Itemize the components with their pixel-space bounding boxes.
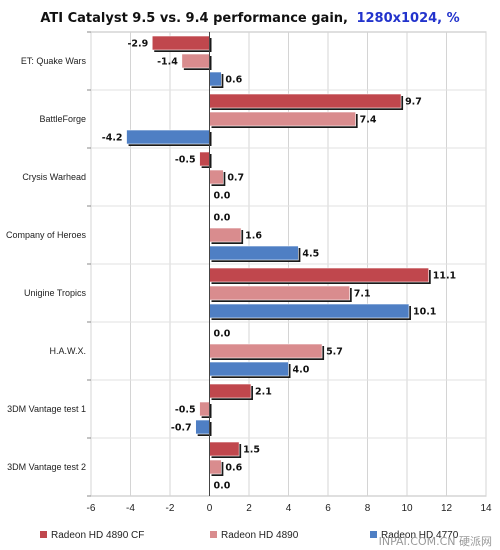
bar <box>209 93 402 109</box>
x-tick-label: 2 <box>246 503 252 514</box>
data-label: 9.7 <box>405 97 422 108</box>
legend: Radeon HD 4890 CF Radeon HD 4890 Radeon HD… <box>40 530 459 541</box>
chart-title-main: ATI Catalyst 9.5 vs. 9.4 performance gai… <box>40 11 348 26</box>
data-label: 1.6 <box>245 231 262 242</box>
data-label: 10.1 <box>413 307 436 318</box>
category-label: H.A.W.X. <box>49 346 86 356</box>
bar <box>195 419 210 435</box>
legend-label: Radeon HD 4890 <box>221 530 299 541</box>
legend-swatch <box>210 531 217 538</box>
legend-label: Radeon HD 4890 CF <box>51 530 144 541</box>
bar <box>209 361 289 377</box>
data-label: 0.7 <box>227 173 244 184</box>
bar <box>199 151 210 167</box>
bar <box>209 303 410 319</box>
legend-swatch <box>370 531 377 538</box>
chart-title-highlight: 1280x1024, % <box>356 11 459 26</box>
data-label: 0.0 <box>214 481 231 492</box>
data-label: 0.6 <box>225 463 242 474</box>
category-label: BattleForge <box>39 114 86 124</box>
legend-label: Radeon HD 4770 <box>381 530 459 541</box>
category-label: 3DM Vantage test 2 <box>7 462 86 472</box>
x-tick-label: -2 <box>166 503 175 514</box>
bar <box>209 285 351 301</box>
data-label: 0.0 <box>214 191 231 202</box>
bar <box>209 111 356 127</box>
bar <box>126 129 210 145</box>
x-tick-label: 4 <box>286 503 292 514</box>
x-tick-label: 6 <box>325 503 331 514</box>
x-tick-label: 14 <box>480 503 492 514</box>
data-label: -2.9 <box>127 39 148 50</box>
x-tick-label: 8 <box>365 503 371 514</box>
x-tick-label: 0 <box>207 503 213 514</box>
data-label: -0.7 <box>171 423 192 434</box>
bar <box>209 343 323 359</box>
bar <box>209 383 252 399</box>
data-label: 2.1 <box>255 387 272 398</box>
data-label: -4.2 <box>102 133 123 144</box>
data-label: -0.5 <box>175 155 196 166</box>
legend-swatch <box>40 531 47 538</box>
data-label: 4.0 <box>293 365 310 376</box>
bar <box>209 227 242 243</box>
category-label: Unigine Tropics <box>24 288 87 298</box>
x-tick-label: -4 <box>126 503 135 514</box>
chart-title: ATI Catalyst 9.5 vs. 9.4 performance gai… <box>40 9 459 26</box>
data-label: 5.7 <box>326 347 343 358</box>
data-label: 0.6 <box>225 75 242 86</box>
data-label: 1.5 <box>243 445 260 456</box>
bar <box>209 169 224 185</box>
bar <box>209 459 222 475</box>
data-label: 0.0 <box>214 329 231 340</box>
category-label: ET: Quake Wars <box>21 56 87 66</box>
plot-area: -6 -4 -2 0 2 4 6 8 10 12 14 ET: Quake Wars BattleFor… <box>6 31 492 514</box>
watermark: INPAI.COM.CN 硬派网 <box>379 535 492 548</box>
data-label: 7.4 <box>360 115 377 126</box>
category-label: 3DM Vantage test 1 <box>7 404 86 414</box>
data-label: 4.5 <box>302 249 319 260</box>
bar <box>209 267 430 283</box>
bar <box>151 35 210 51</box>
bar <box>181 53 210 69</box>
data-label: -0.5 <box>175 405 196 416</box>
bar <box>199 401 210 417</box>
category-label: Company of Heroes <box>6 230 87 240</box>
x-tick-label: 12 <box>441 503 453 514</box>
category-label: Crysis Warhead <box>22 172 86 182</box>
bar <box>209 71 222 87</box>
bar <box>209 245 299 261</box>
x-tick-label: -6 <box>87 503 96 514</box>
data-label: 11.1 <box>433 271 456 282</box>
data-label: 0.0 <box>214 213 231 224</box>
data-label: 7.1 <box>354 289 371 300</box>
data-label: -1.4 <box>157 57 178 68</box>
bar <box>209 441 240 457</box>
x-tick-label: 10 <box>401 503 413 514</box>
